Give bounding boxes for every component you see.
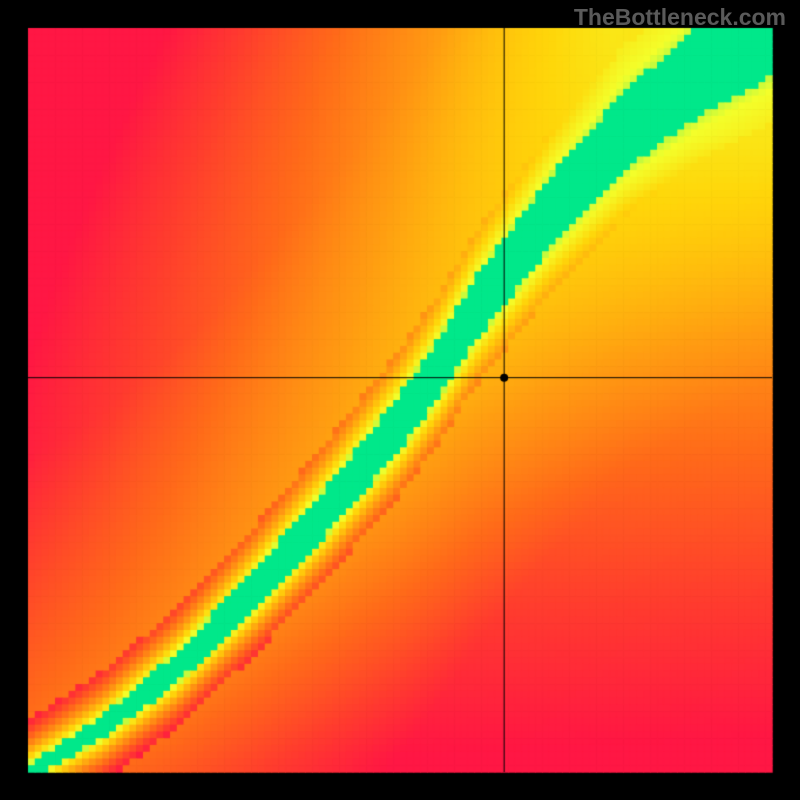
watermark-text: TheBottleneck.com	[574, 4, 786, 31]
bottleneck-heatmap	[0, 0, 800, 800]
